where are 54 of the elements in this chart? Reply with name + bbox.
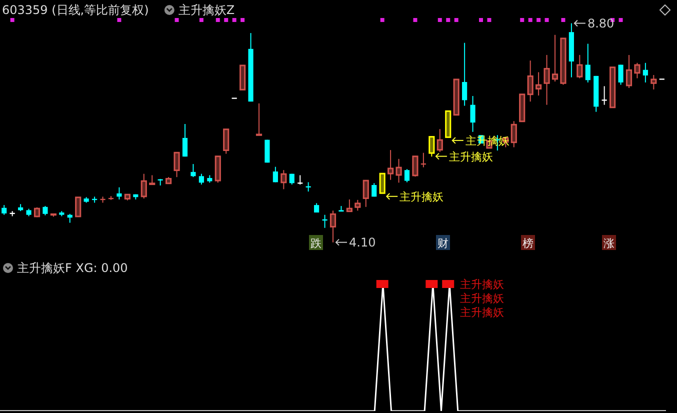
candlestick (527, 60, 534, 102)
chart-title: 主升擒妖F XG: 0.00 (17, 261, 128, 275)
candlestick (280, 170, 287, 190)
candlestick (149, 174, 156, 186)
candlestick (544, 54, 550, 106)
chart-title: 603359 (日线,等比前复权) (2, 3, 149, 17)
annotation: 主升擒妖 (448, 150, 493, 164)
candlestick (462, 42, 468, 106)
candlestick (642, 62, 648, 83)
candlestick (223, 128, 230, 154)
candlestick (428, 136, 435, 158)
candlestick (354, 199, 361, 212)
candlestick (322, 214, 328, 228)
candlestick (75, 196, 82, 218)
annotation: 跌 (310, 237, 322, 250)
candlestick (602, 86, 607, 106)
candlestick (404, 168, 410, 183)
candlestick (174, 152, 180, 178)
annotation: 主升擒妖 (460, 278, 504, 291)
candlestick (388, 150, 394, 180)
candlestick (396, 158, 402, 184)
candlestick (2, 204, 7, 216)
candlestick (510, 120, 517, 148)
candlestick (552, 34, 558, 82)
candlestick (362, 180, 369, 208)
candlestick (116, 186, 122, 200)
candlestick (42, 205, 48, 216)
candlestick (198, 173, 204, 186)
candlestick (330, 210, 336, 243)
candlestick (272, 166, 278, 183)
candlestick (650, 74, 657, 90)
candlestick (190, 164, 196, 178)
annotation: 财 (438, 237, 448, 250)
annotation: 主升擒妖 (400, 190, 444, 204)
candlestick (412, 156, 418, 178)
annotation: 主升擒妖 (460, 292, 504, 305)
annotation: 8.80 (587, 16, 614, 30)
candlestick (372, 182, 377, 198)
candlestick (585, 43, 590, 83)
chart-subtitle: 主升擒妖Z (178, 3, 235, 17)
candlestick (470, 95, 476, 132)
candlestick (256, 102, 262, 136)
annotation: 榜 (522, 237, 534, 250)
annotation: 4.10 (349, 235, 376, 250)
annotation: 主升擒妖 (460, 306, 504, 319)
candlestick (626, 54, 632, 89)
candlestick (436, 128, 443, 152)
candlestick (379, 172, 386, 194)
candlestick (140, 173, 147, 200)
candlestick (576, 54, 583, 79)
candlestick (618, 64, 624, 86)
candlestick (182, 123, 188, 158)
annotation: 涨 (604, 237, 614, 250)
candlestick (634, 62, 640, 79)
